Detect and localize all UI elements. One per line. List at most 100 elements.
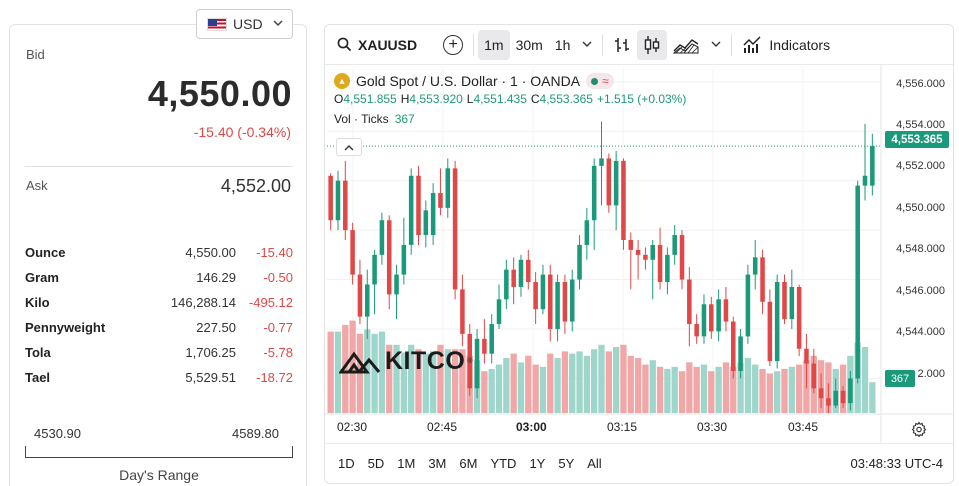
unit-name: Tael: [25, 370, 51, 385]
interval-1h[interactable]: 1h: [554, 36, 571, 53]
range-5y[interactable]: 5Y: [558, 456, 575, 471]
volume-tag: 367: [885, 370, 915, 387]
candle-body: [613, 160, 619, 206]
range-6m[interactable]: 6M: [459, 456, 478, 471]
volume-bar: [642, 364, 649, 413]
candle-body: [643, 254, 648, 260]
candle-body: [430, 193, 436, 236]
unit-row-tola: Tola 1,706.25 -5.78: [25, 340, 293, 365]
candles-icon: [645, 35, 660, 54]
volume-bar: [759, 369, 766, 413]
candle-body: [826, 398, 831, 406]
chevron-up-icon: [344, 144, 354, 150]
interval-30m[interactable]: 30m: [515, 36, 543, 53]
candle-body: [482, 338, 487, 354]
candle-body: [394, 274, 399, 295]
volume-bar: [510, 353, 517, 413]
symbol-search[interactable]: XAUUSD: [331, 30, 423, 60]
divider: [25, 166, 293, 167]
candle-body: [723, 299, 729, 322]
y-tick-label: 2.000: [917, 368, 945, 380]
candlestick-chart[interactable]: [325, 25, 954, 484]
bar-style-button[interactable]: [607, 30, 637, 60]
candle-body: [848, 378, 853, 404]
candle-body: [577, 244, 582, 280]
x-tick-label: 02:45: [427, 420, 458, 434]
candle-body: [445, 168, 451, 208]
x-tick-label: 03:00: [516, 420, 547, 434]
candle-body: [343, 180, 348, 231]
bars-icon: [615, 37, 630, 52]
candle-body: [774, 282, 780, 362]
volume-bar: [708, 371, 715, 413]
candle-body: [591, 165, 597, 221]
candle-body: [804, 348, 809, 364]
candle-body: [650, 244, 656, 260]
candle-body: [599, 158, 604, 166]
candle-body: [350, 230, 355, 275]
volume-bar: [664, 369, 671, 413]
candle-body: [730, 321, 736, 371]
candle-body: [621, 160, 626, 240]
currency-selector[interactable]: USD: [196, 9, 293, 39]
volume-bar: [488, 369, 495, 413]
range-3m[interactable]: 3M: [428, 456, 447, 471]
range-ytd[interactable]: YTD: [490, 456, 517, 471]
bid-price: 4,550.00: [147, 73, 292, 114]
search-icon: [337, 37, 352, 52]
candle-body: [811, 363, 817, 389]
y-tick-label: 4,552.000: [896, 160, 945, 172]
candle-body: [840, 390, 846, 404]
more-intervals-button[interactable]: [576, 30, 598, 60]
chart-clock[interactable]: 03:48:33 UTC-4: [850, 456, 944, 471]
candle-body: [467, 333, 473, 389]
candle-body: [657, 244, 663, 283]
range-1d[interactable]: 1D: [338, 456, 355, 471]
unit-row-kilo: Kilo 146,288.14 -495.12: [25, 290, 293, 315]
unit-row-ounce: Ounce 4,550.00 -15.40: [25, 240, 293, 265]
range-1m[interactable]: 1M: [397, 456, 416, 471]
indicators-icon: [743, 35, 761, 53]
y-tick-label: 4,554.000: [896, 119, 945, 131]
volume-bar: [693, 366, 700, 413]
chart-type-dropdown[interactable]: [705, 30, 727, 60]
volume-bar: [744, 358, 752, 413]
candle-style-button[interactable]: [637, 29, 668, 60]
ohlc-low-key: L: [466, 92, 474, 106]
interval-1m[interactable]: 1m: [478, 29, 510, 60]
delay-wave-icon: ≈: [602, 74, 609, 88]
volume-bar: [656, 366, 664, 413]
market-status-badge[interactable]: ≈: [586, 73, 614, 89]
candle-body: [489, 324, 494, 354]
range-5d[interactable]: 5D: [367, 456, 385, 471]
candle-body: [452, 168, 458, 290]
volume-bar: [700, 364, 708, 413]
candle-body: [687, 279, 692, 325]
unit-value: 146.29: [196, 270, 236, 285]
volume-bar: [451, 349, 459, 413]
candle-body: [870, 146, 875, 186]
chevron-down-icon: [582, 41, 592, 47]
candle-body: [372, 254, 377, 285]
gear-icon[interactable]: [911, 421, 927, 437]
volume-bar: [605, 351, 612, 413]
status-dot-icon: [591, 77, 599, 85]
ohlc-open: 4,551.855: [343, 92, 397, 106]
volume-bar: [591, 349, 598, 413]
volume-bar: [517, 362, 525, 413]
collapse-legend-button[interactable]: [336, 138, 362, 156]
days-range-low: 4530.90: [34, 426, 81, 441]
range-all[interactable]: All: [587, 456, 602, 471]
candle-body: [628, 240, 634, 250]
compare-button[interactable]: [667, 30, 705, 60]
compare-symbol-button[interactable]: +: [437, 30, 469, 60]
volume-bar: [334, 331, 342, 413]
ohlc-open-key: O: [334, 92, 344, 106]
candle-body: [328, 175, 333, 221]
bid-change: -15.40 (-0.34%): [193, 124, 291, 140]
candle-body: [379, 220, 385, 255]
legend-title[interactable]: Gold Spot / U.S. Dollar · 1 · OANDA: [356, 73, 581, 89]
range-1y[interactable]: 1Y: [529, 456, 546, 471]
unit-price-table: Ounce 4,550.00 -15.40 Gram 146.29 -0.50 Kilo…: [25, 240, 293, 390]
indicators-button[interactable]: Indicators: [736, 30, 836, 60]
